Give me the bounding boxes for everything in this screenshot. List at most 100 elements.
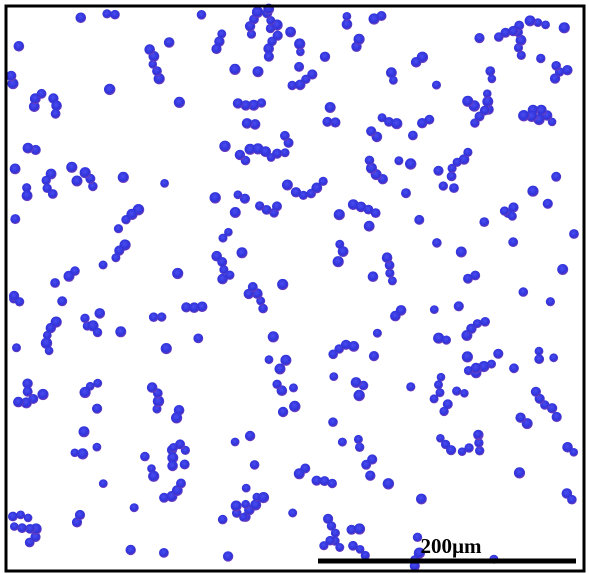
cell [460, 389, 469, 398]
cell [376, 11, 387, 21]
cell [167, 452, 179, 464]
cell [222, 551, 234, 562]
cell [93, 378, 103, 388]
cell [140, 451, 150, 462]
cell [493, 348, 504, 359]
cell [527, 185, 539, 197]
cell [113, 224, 124, 234]
cell [104, 83, 116, 96]
cell [280, 354, 292, 366]
cell [152, 66, 162, 76]
cell [218, 233, 228, 243]
cell [50, 278, 60, 288]
cell [518, 110, 530, 122]
cell [463, 366, 474, 376]
cell [536, 53, 546, 64]
cell [92, 327, 103, 338]
cell [365, 470, 376, 481]
cell [25, 524, 35, 534]
cell [219, 265, 229, 275]
cell [229, 207, 241, 218]
cell [348, 341, 360, 352]
cell [474, 438, 484, 448]
cell [424, 114, 435, 125]
cell [436, 434, 445, 443]
cell [337, 246, 349, 257]
cell [14, 297, 25, 307]
cell [230, 437, 240, 447]
cell [462, 95, 474, 107]
cell [239, 193, 250, 204]
cell [355, 545, 365, 554]
cell [325, 535, 336, 546]
cell [551, 411, 562, 423]
cell [485, 66, 496, 76]
cell [353, 523, 366, 535]
cell [160, 343, 172, 355]
cell [45, 322, 56, 334]
cell [322, 116, 333, 127]
cell [327, 478, 337, 489]
cell [9, 163, 21, 175]
cell [246, 29, 257, 39]
cell [557, 264, 569, 275]
cell [464, 443, 474, 453]
cell [160, 179, 170, 188]
cell [63, 270, 75, 282]
cell [280, 148, 290, 158]
cell [78, 426, 90, 438]
cell [6, 70, 17, 82]
cell [463, 147, 473, 157]
cell [42, 330, 52, 340]
cell [546, 403, 558, 414]
cell [416, 493, 427, 505]
cell [257, 492, 270, 504]
cell [230, 500, 242, 512]
cell [372, 328, 382, 338]
cell [57, 296, 68, 307]
cell [79, 167, 91, 179]
cell [249, 119, 261, 130]
cell [319, 51, 331, 62]
cell [294, 38, 306, 50]
cell [391, 118, 403, 130]
cell [323, 513, 334, 525]
cell [217, 257, 228, 267]
cell [217, 29, 227, 39]
cell [22, 142, 34, 154]
cell [289, 400, 301, 413]
cell [405, 158, 417, 170]
cell [47, 189, 58, 199]
cell [261, 205, 272, 215]
cell [80, 313, 90, 323]
cell [377, 113, 387, 123]
cell [293, 468, 305, 480]
cell [236, 247, 248, 259]
cell [181, 302, 192, 313]
cell [277, 278, 289, 291]
cell [10, 214, 21, 225]
cell [233, 190, 243, 200]
cell [71, 175, 83, 187]
cell [328, 417, 338, 428]
cell [569, 448, 579, 457]
cell [470, 270, 481, 281]
cell [70, 448, 80, 458]
cell [211, 43, 222, 55]
cell [387, 276, 397, 286]
cell [179, 459, 190, 470]
cell [567, 494, 577, 505]
cell [117, 171, 129, 183]
cell [487, 74, 497, 84]
cell [542, 198, 553, 209]
cell [217, 514, 228, 525]
cell [234, 149, 246, 161]
cell [298, 190, 308, 200]
cell [355, 442, 365, 452]
cell [232, 98, 244, 109]
cell [157, 312, 167, 322]
cell [346, 524, 357, 535]
cell [168, 443, 179, 453]
cell [414, 214, 425, 225]
